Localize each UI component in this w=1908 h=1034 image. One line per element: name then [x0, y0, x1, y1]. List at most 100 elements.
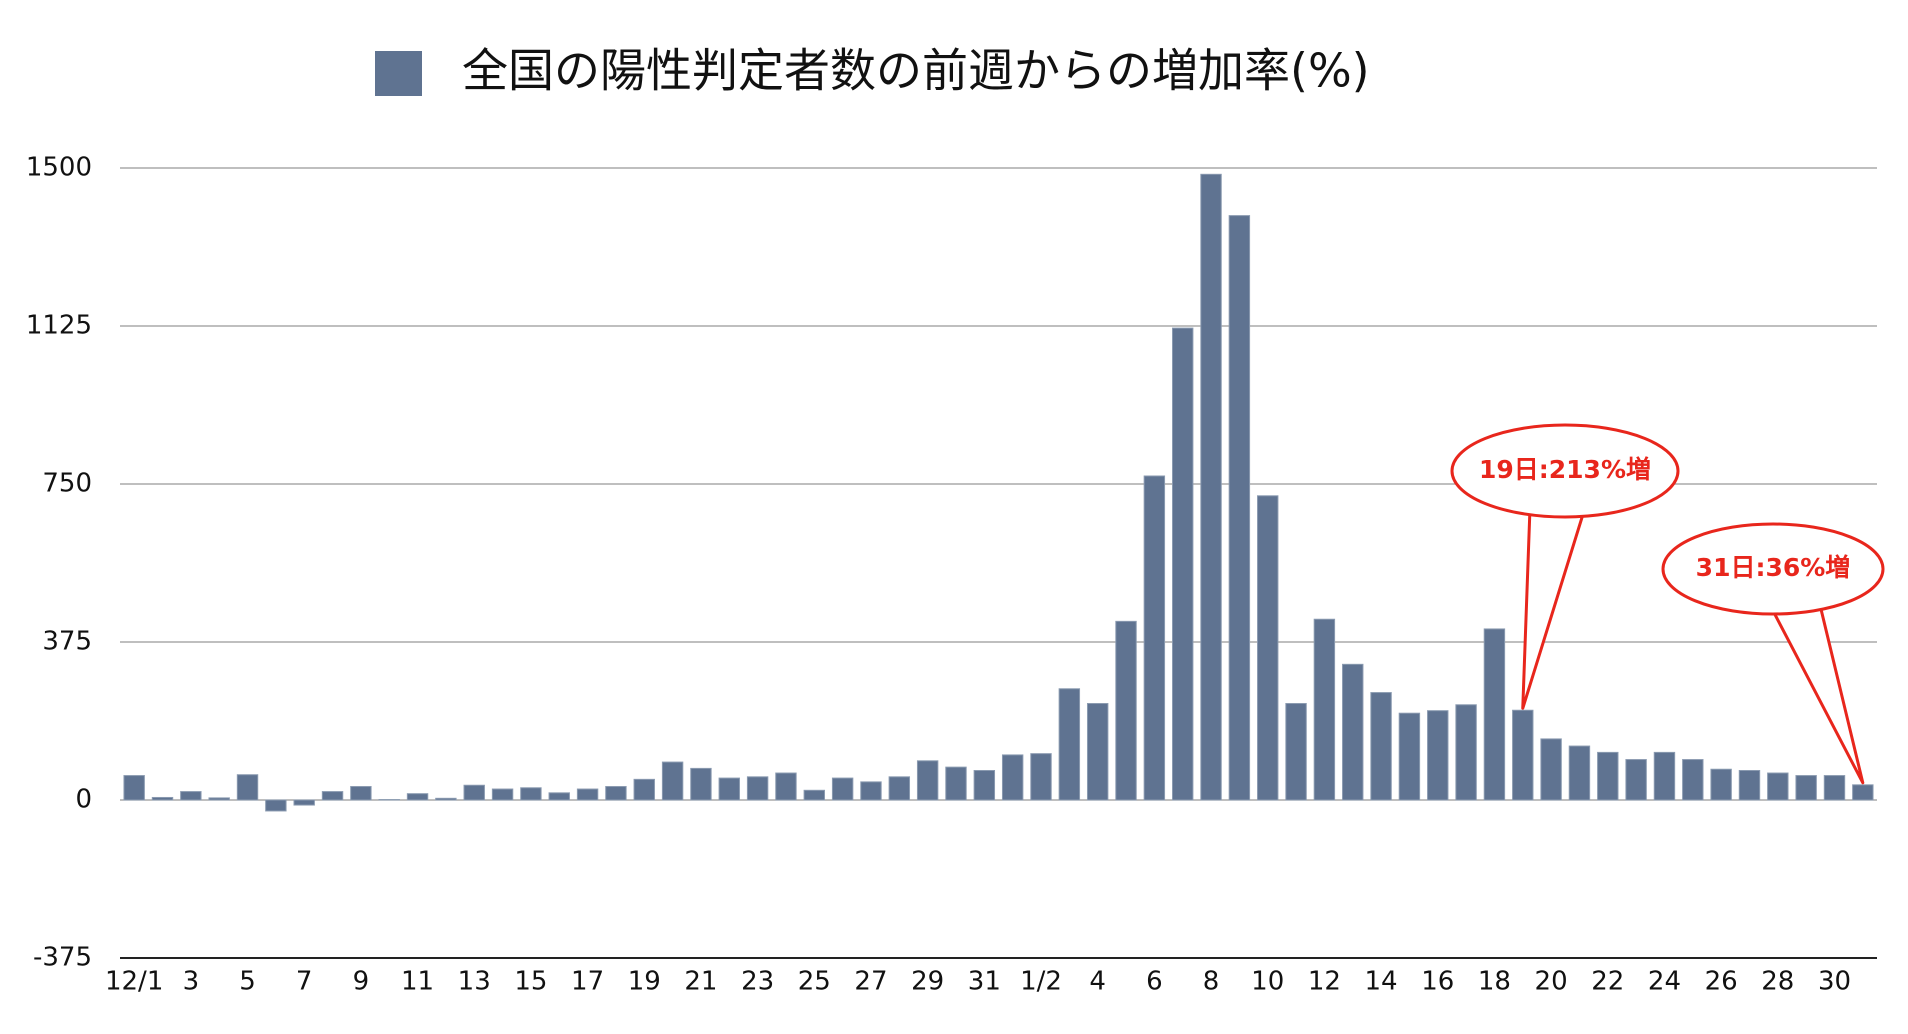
x-tick-label: 20	[1535, 967, 1568, 997]
x-tick-label: 29	[911, 967, 944, 997]
bar	[463, 784, 485, 801]
x-tick-label: 27	[854, 967, 887, 997]
bar	[1313, 618, 1336, 801]
bar	[1086, 703, 1109, 801]
bar	[548, 792, 570, 801]
bar	[1115, 620, 1137, 801]
bar	[180, 791, 202, 801]
legend-swatch	[375, 51, 422, 96]
x-tick-label: 11	[401, 967, 434, 997]
bar	[1597, 751, 1619, 801]
bar	[491, 788, 514, 801]
bar	[1171, 327, 1194, 801]
y-tick-label: -375	[33, 943, 92, 973]
annotation: 19日:213%増	[1479, 455, 1651, 484]
x-tick-label: 4	[1089, 967, 1106, 997]
callout-pointer	[1768, 604, 1865, 785]
bar	[718, 777, 740, 801]
legend-label: 全国の陽性判定者数の前週からの増加率(%)	[462, 44, 1370, 98]
bar	[860, 781, 882, 801]
bar	[236, 774, 259, 801]
bar	[520, 787, 542, 801]
callout-pointer	[1521, 507, 1587, 710]
bar	[831, 777, 854, 801]
bar	[916, 760, 939, 801]
x-tick-label: 30	[1818, 967, 1851, 997]
x-tick-label: 5	[239, 967, 256, 997]
bar	[151, 796, 174, 801]
callout-patch	[1772, 593, 1818, 607]
bar	[1200, 173, 1222, 801]
bar	[690, 767, 712, 801]
bar	[1228, 215, 1251, 801]
y-tick-label: 1500	[26, 153, 92, 183]
x-tick-label: 15	[514, 967, 547, 997]
x-tick-label: 10	[1251, 967, 1284, 997]
bar	[1455, 704, 1477, 801]
bar	[321, 791, 344, 801]
bar	[1540, 738, 1562, 801]
x-tick-label: 26	[1705, 967, 1738, 997]
x-tick-label: 25	[798, 967, 831, 997]
annotation: 31日:36%増	[1696, 553, 1851, 582]
bar	[1710, 768, 1732, 801]
x-tick-label: 24	[1648, 967, 1681, 997]
bar	[265, 799, 287, 812]
bar	[605, 786, 627, 801]
bar	[1370, 692, 1392, 801]
bar	[208, 797, 230, 801]
bar	[350, 786, 372, 801]
x-tick-label: 13	[458, 967, 491, 997]
bar	[803, 789, 826, 801]
bar	[1342, 663, 1364, 801]
bar	[1001, 754, 1024, 801]
bar	[1285, 703, 1307, 801]
bar	[661, 761, 684, 801]
x-tick-label: 28	[1761, 967, 1794, 997]
bar	[1398, 712, 1421, 801]
x-tick-label: 7	[296, 967, 313, 997]
bar	[633, 778, 655, 801]
bar	[1058, 688, 1081, 801]
x-tick-label: 12	[1308, 967, 1341, 997]
bar	[1738, 770, 1761, 801]
x-tick-label: 21	[684, 967, 717, 997]
bar	[1512, 709, 1534, 801]
bar	[1427, 710, 1449, 801]
bar	[1653, 751, 1676, 801]
bar	[1823, 775, 1846, 801]
x-tick-label: 6	[1146, 967, 1163, 997]
x-tick-label: 22	[1591, 967, 1624, 997]
bar	[1795, 775, 1817, 801]
bar	[1483, 628, 1506, 801]
y-tick-label: 1125	[26, 311, 92, 341]
bar	[406, 793, 429, 801]
bar	[1030, 753, 1052, 801]
bar	[1682, 759, 1704, 801]
x-tick-label: 16	[1421, 967, 1454, 997]
bar	[945, 766, 967, 801]
bar	[1625, 759, 1647, 801]
x-tick-label: 9	[353, 967, 370, 997]
bar	[1257, 495, 1279, 801]
y-tick-label: 750	[42, 469, 92, 499]
bar	[123, 775, 145, 801]
x-tick-label: 17	[571, 967, 604, 997]
callout-bubble	[1661, 522, 1885, 616]
x-tick-label: 8	[1203, 967, 1220, 997]
x-tick-label: 1/2	[1020, 967, 1062, 997]
y-tick-label: 375	[42, 627, 92, 657]
bar	[1143, 475, 1166, 801]
x-tick-label: 12/1	[105, 967, 163, 997]
x-tick-label: 31	[968, 967, 1001, 997]
x-tick-label: 14	[1365, 967, 1398, 997]
bar	[973, 770, 996, 801]
x-tick-label: 3	[183, 967, 200, 997]
bar	[888, 776, 911, 801]
x-tick-label: 18	[1478, 967, 1511, 997]
bar	[435, 797, 457, 801]
bar	[746, 776, 769, 801]
bar	[576, 788, 599, 801]
bar	[1767, 772, 1789, 801]
x-tick-label: 19	[628, 967, 661, 997]
